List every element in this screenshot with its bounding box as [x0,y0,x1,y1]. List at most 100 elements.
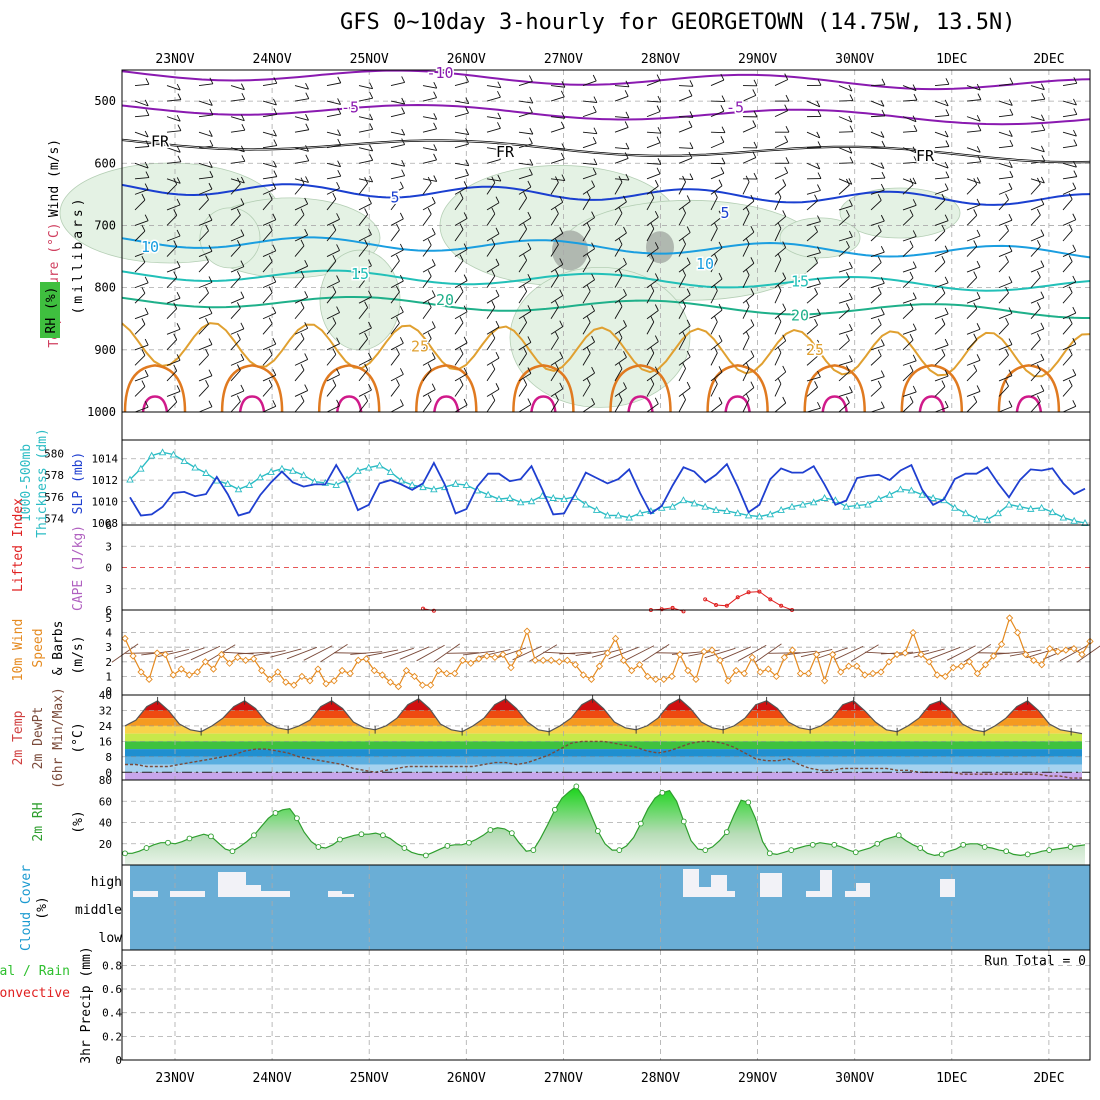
wind-barb-flag [300,332,305,340]
wind-barb-flag [912,354,917,362]
li-line [422,591,793,612]
wind-barb [934,83,949,86]
wind-barb-flag [528,106,533,113]
wind-barb-flag [686,288,691,295]
wind-barb [870,100,885,107]
wind-barb [582,322,591,335]
wind-barb [710,403,723,413]
wind-barb-flag [745,237,750,245]
thickness-point [1037,503,1046,511]
wind-barb-flag [427,207,432,215]
wind-barb-flag [1072,337,1077,345]
wind-barb [614,178,629,181]
wind-barb-flag [560,90,565,97]
wind-barb [390,175,405,180]
wind-barb-flag [144,183,149,190]
wind-barb-flag [814,349,818,357]
wind-barb-flag [1008,338,1013,345]
wind-barb [262,250,276,257]
wind-barb [966,328,981,335]
wind-barb [134,386,146,397]
wind-barb [518,112,533,118]
wind-barb-flag [745,362,750,369]
day-label-top: 2DEC [1033,52,1064,67]
wind-barb [934,114,949,118]
wind-barb [230,339,241,351]
wind-barb [198,219,213,226]
wind-barb-flag [268,224,273,231]
wind-barb-flag [176,260,181,268]
wind-barb-flag [427,363,432,370]
wind-speed-point [772,672,781,681]
wind-barb [902,277,914,288]
wind-barb [582,353,591,366]
wind-barb [902,161,917,164]
thickness-point [723,507,731,514]
wind-barb [678,116,694,118]
wind-barb-flag [1036,333,1041,340]
wind-speed-point [957,662,965,670]
wind-barb [614,213,623,226]
wind-barb [646,142,661,149]
wind-barb [230,183,241,195]
temp-band [125,698,1082,711]
wind-barb-flag [369,175,374,183]
wind-barb-flag [586,253,591,261]
wind-barb [454,112,469,118]
wind-barb [230,390,245,397]
wind-barb-flag [555,207,559,214]
wind-barb [166,339,178,351]
wind-barb [614,232,627,242]
wind-barb-10m [286,646,318,660]
wind-speed-point [861,671,869,679]
day-label-top: 26NOV [447,52,486,67]
wind-barb-flag [240,114,245,121]
wind-barb-flag [591,242,596,249]
wind-barb [422,296,436,304]
wind-speed-point [225,659,234,667]
wind-speed-point [217,650,226,659]
wind-barb [1030,276,1041,288]
rh-point [358,831,365,838]
cloud-bar-high [760,873,782,897]
wind-speed-point [378,671,386,679]
wind-barb-flag [144,214,149,221]
wind-barb-flag [654,179,659,187]
wind-barb-flag [777,284,782,291]
wind-barb-flag [686,350,691,358]
wind-speed-point [201,658,210,666]
wind-barb [422,213,432,226]
wind-barb [230,266,245,273]
wind-barb [806,355,818,366]
wind-barb-flag [332,317,337,324]
wind-barb-flag [618,207,623,214]
wind-barb-10m [270,648,302,658]
wind-barb [582,403,595,413]
wind-speed-point [539,656,547,664]
thickness-point [712,506,720,513]
wind-barb-10m [642,643,670,663]
wind-barb [326,218,340,226]
wind-speed-point [153,649,161,657]
wind-barb [614,85,629,88]
wind-barb-flag [816,162,821,170]
wind-barb [934,261,946,273]
wind-barb [838,371,850,382]
wind-barb-flag [272,306,277,314]
wind-barb-flag [814,381,818,388]
wind-barb [294,338,305,351]
wind-barb-flag [433,82,438,89]
wind-barb-10m [495,647,527,659]
wind-barb-flag [431,352,436,359]
wind-barb [998,354,1009,366]
wind-speed-point [708,646,716,654]
wind-barb-flag [527,211,532,219]
wind-barb-flag [240,198,245,205]
thickness-point [875,495,883,503]
wind-barb [742,368,750,382]
surface-hot-contour [530,395,557,413]
wind-barb [870,262,882,273]
wind-tick-label: 5 [105,612,112,625]
wind-barb-flag [880,339,885,346]
wind-barb [806,407,821,413]
